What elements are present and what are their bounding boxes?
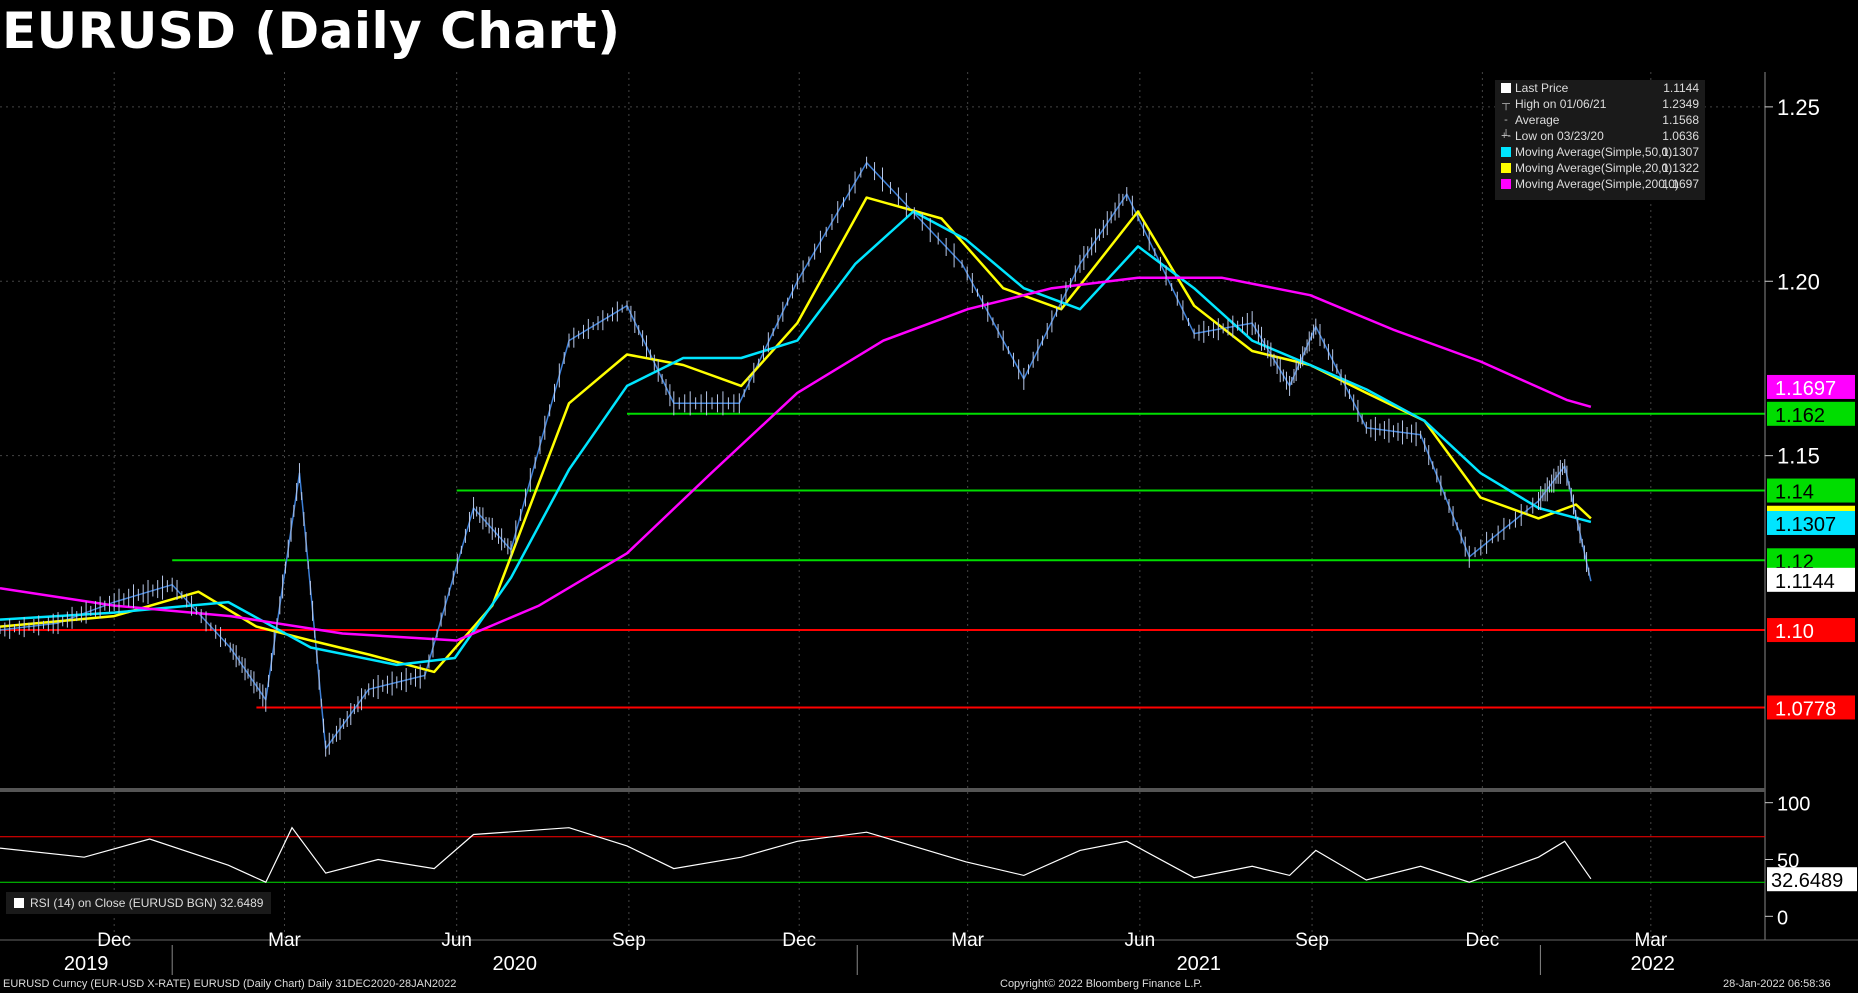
rsi-value-tag: [1767, 867, 1857, 892]
legend-label: Moving Average(Simple,20,0): [1515, 161, 1673, 175]
legend-row: Last Price 1.1144: [1495, 80, 1705, 96]
rsi-label: RSI (14) on Close (EURUSD BGN) 32.6489: [30, 896, 264, 910]
legend-value: 1.0636: [1662, 129, 1699, 143]
y-tick-label: 1.20: [1777, 269, 1820, 294]
value-tag-label: 1.1697: [1775, 378, 1836, 400]
legend: Last Price 1.1144 ┬ High on 01/06/21 1.2349-…: [1495, 80, 1705, 200]
legend-row: -+- Average 1.1568: [1495, 112, 1705, 142]
x-year-label: 2020: [492, 953, 537, 975]
rsi-value-tag-label: 32.6489: [1771, 870, 1843, 892]
legend-row: ┴ Low on 03/23/20 1.0636: [1495, 128, 1705, 144]
rsi-legend: RSI (14) on Close (EURUSD BGN) 32.6489: [6, 892, 272, 914]
x-year-label: 2021: [1177, 953, 1222, 975]
legend-swatch: [1501, 163, 1511, 173]
legend-row: Moving Average(Simple,20,0) 1.1322: [1495, 160, 1705, 176]
value-tag-label: 1.12: [1775, 551, 1814, 573]
series-lines: [0, 156, 1592, 757]
value-tag-label: 1.1144: [1775, 571, 1835, 593]
value-tag: [1767, 567, 1855, 592]
ma20-line: [0, 196, 1592, 674]
x-month-label: Mar: [951, 930, 984, 951]
rsi-swatch: [14, 898, 24, 908]
value-tag-label: 1.14: [1775, 482, 1814, 504]
y-tick-label: 1.25: [1777, 95, 1820, 120]
value-tag: [1767, 401, 1855, 426]
legend-value: 1.1144: [1663, 81, 1699, 95]
footer-center: Copyright© 2022 Bloomberg Finance L.P.: [1000, 978, 1203, 990]
x-month-label: Sep: [612, 930, 646, 951]
legend-label: Average: [1515, 113, 1560, 127]
legend-label: Moving Average(Simple,200,0): [1515, 177, 1679, 191]
legend-value: 1.2349: [1662, 97, 1699, 111]
x-month-label: Dec: [782, 930, 816, 951]
value-tags: 1.1697 1.162 1.14 1.1307 1.121.1144 1.10 1.077…: [1767, 374, 1855, 720]
value-tag-label: 1.0778: [1775, 698, 1836, 720]
rsi-line: [0, 826, 1592, 883]
legend-symbol: ┴: [1502, 130, 1510, 142]
level-lines: [0, 412, 1765, 709]
legend-row: Moving Average(Simple,200,0) 1.1697: [1495, 176, 1705, 192]
rsi-y-tick-label: 0: [1777, 907, 1788, 929]
value-tag: [1767, 374, 1855, 399]
x-month-label: Mar: [1634, 930, 1667, 951]
legend-label: Low on 03/23/20: [1515, 129, 1604, 143]
x-year-label: 2019: [64, 953, 109, 975]
rsi-y-tick-label: 50: [1777, 851, 1799, 873]
legend-swatch: [1501, 147, 1511, 157]
value-tag-label: 1.10: [1775, 621, 1814, 643]
ma200-line: [0, 276, 1592, 642]
x-month-label: Mar: [268, 930, 301, 951]
ma50-line: [0, 210, 1592, 667]
x-year-label: 2022: [1630, 953, 1675, 975]
rsi-y-tick-label: 100: [1777, 794, 1810, 816]
legend-label: Last Price: [1515, 81, 1569, 95]
legend-label: High on 01/06/21: [1515, 97, 1607, 111]
rsi-panel: 100 50 0 32.6489: [0, 794, 1857, 929]
legend-value: 1.1322: [1662, 161, 1699, 175]
footer-right: 28-Jan-2022 06:58:36: [1723, 978, 1831, 990]
value-tag: [1767, 618, 1855, 643]
legend-row: ┬ High on 01/06/21 1.2349: [1495, 96, 1705, 112]
value-tag-label: 1.162: [1775, 405, 1825, 427]
legend-row: Moving Average(Simple,50,0) 1.1307: [1495, 144, 1705, 160]
panel-divider: [0, 788, 1765, 792]
value-tag: [1767, 695, 1855, 720]
legend-label: Moving Average(Simple,50,0): [1515, 145, 1673, 159]
axes: 1.25 1.20 1.15 Dec Mar Jun Sep Dec Mar Jun Sep Dec M…: [0, 72, 1858, 975]
x-month-label: Dec: [97, 930, 131, 951]
x-month-label: Jun: [441, 930, 472, 951]
value-tag: [1767, 510, 1855, 535]
x-month-label: Jun: [1125, 930, 1156, 951]
value-tag-label: 1.1307: [1775, 514, 1836, 536]
footer-left: EURUSD Curncy (EUR-USD X-RATE) EURUSD (D…: [3, 978, 457, 990]
x-month-label: Sep: [1295, 930, 1329, 951]
legend-symbol: -+-: [1501, 114, 1512, 142]
legend-swatch: [1501, 83, 1511, 93]
legend-swatch: [1501, 179, 1511, 189]
legend-value: 1.1697: [1662, 177, 1699, 191]
x-month-label: Dec: [1465, 930, 1499, 951]
value-tag: [1767, 478, 1855, 503]
legend-value: 1.1568: [1662, 113, 1699, 127]
chart-title: EURUSD (Daily Chart): [2, 2, 621, 60]
y-tick-label: 1.15: [1777, 444, 1820, 469]
legend-symbol: ┬: [1502, 98, 1510, 110]
legend-value: 1.1307: [1662, 145, 1699, 159]
